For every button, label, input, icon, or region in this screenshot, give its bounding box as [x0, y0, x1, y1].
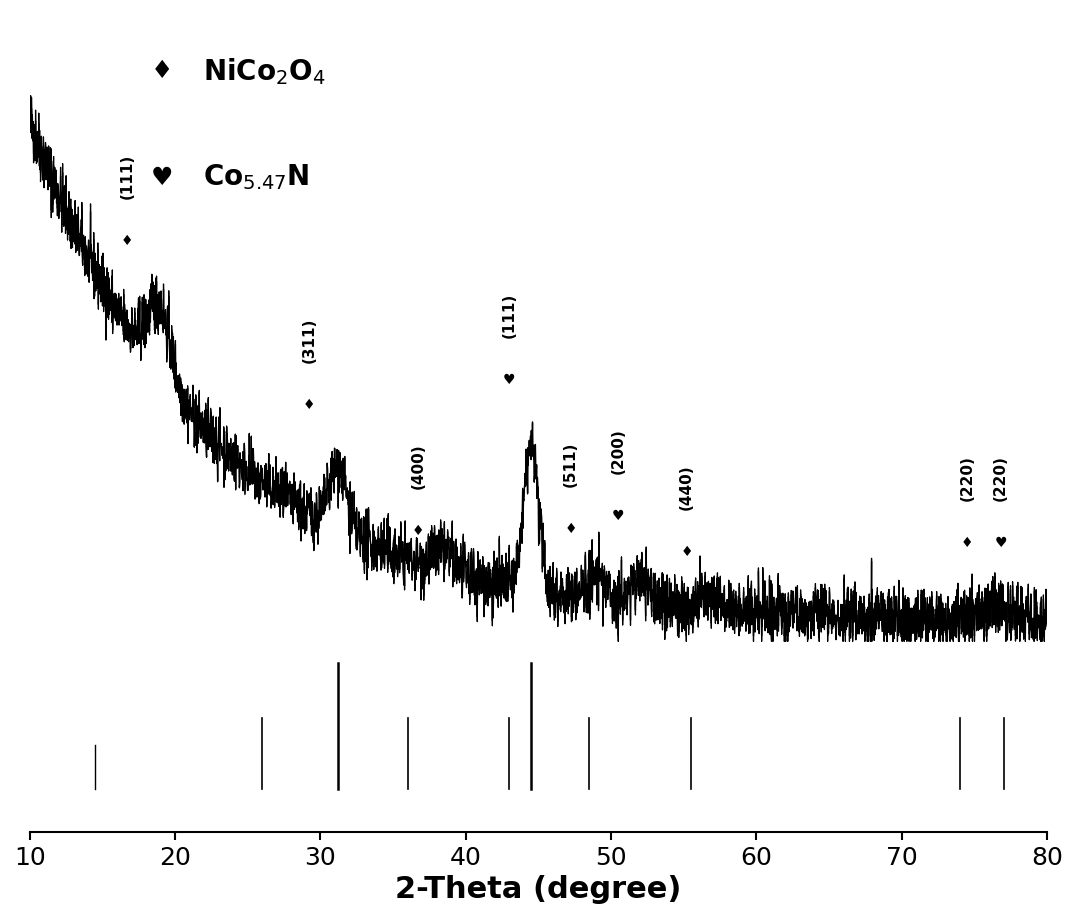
Text: ♥: ♥: [503, 373, 516, 386]
Text: (200): (200): [611, 428, 626, 474]
Text: ♦: ♦: [121, 234, 134, 248]
Text: ♥: ♥: [994, 536, 1007, 550]
Text: (111): (111): [120, 154, 135, 199]
Text: ♦: ♦: [564, 522, 576, 536]
X-axis label: 2-Theta (degree): 2-Theta (degree): [395, 875, 682, 904]
Text: NiCo$_2$O$_4$: NiCo$_2$O$_4$: [202, 56, 325, 86]
Text: ♥: ♥: [612, 509, 625, 523]
Text: ♦: ♦: [303, 397, 316, 412]
Text: ♦: ♦: [681, 545, 693, 559]
Text: ♦: ♦: [151, 59, 173, 84]
Text: (400): (400): [410, 443, 425, 489]
Text: (440): (440): [680, 465, 695, 509]
Text: (111): (111): [502, 292, 517, 338]
Text: Co$_{5.47}$N: Co$_{5.47}$N: [202, 162, 309, 193]
Text: (220): (220): [960, 455, 975, 501]
Text: ♦: ♦: [961, 536, 974, 550]
Text: (220): (220): [993, 455, 1008, 501]
Text: (311): (311): [302, 318, 317, 363]
Text: ♦: ♦: [411, 524, 424, 538]
Text: ♥: ♥: [151, 165, 173, 190]
Text: (511): (511): [563, 442, 578, 487]
